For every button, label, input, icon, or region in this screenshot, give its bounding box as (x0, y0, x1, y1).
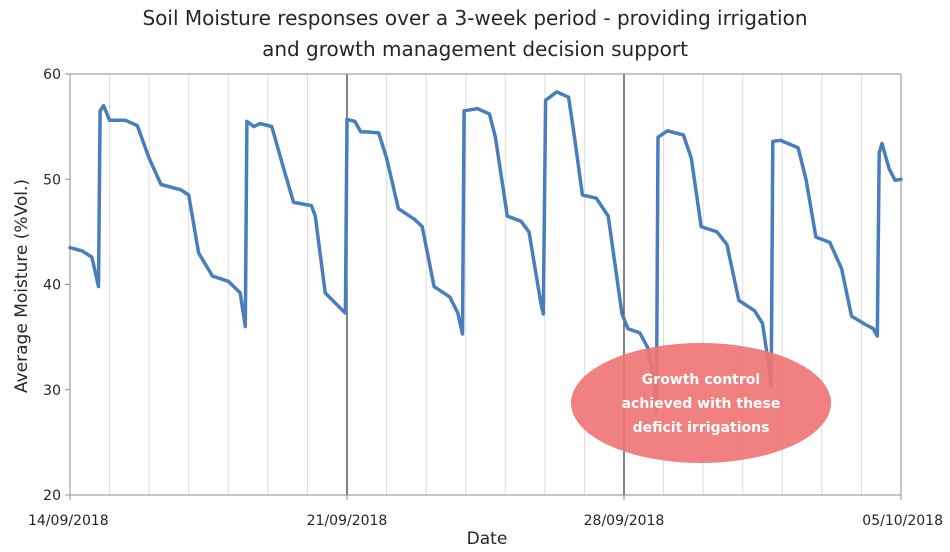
annotation-line-2: achieved with these (622, 396, 781, 412)
y-axis-label: Average Moisture (%Vol.) (12, 179, 32, 393)
x-tick-label: 14/09/2018 (28, 513, 109, 529)
x-axis-ticks: 14/09/2018 21/09/2018 28/09/2018 05/10/2018 (28, 495, 943, 529)
annotation-callout: Growth control achieved with these defic… (571, 343, 831, 463)
week-separator-lines (346, 74, 625, 495)
annotation-ellipse (571, 343, 831, 463)
annotation-line-1: Growth control (642, 372, 760, 388)
annotation-line-3: deficit irrigations (633, 420, 770, 436)
y-tick-label: 60 (43, 67, 61, 83)
y-tick-label: 30 (43, 383, 61, 399)
x-tick-label: 28/09/2018 (584, 513, 665, 529)
y-tick-label: 20 (43, 488, 61, 504)
y-tick-label: 40 (43, 278, 61, 294)
y-tick-label: 50 (43, 172, 61, 188)
x-tick-label: 21/09/2018 (307, 513, 388, 529)
chart-title-line-1: Soil Moisture responses over a 3-week pe… (142, 6, 807, 30)
chart-title-line-2: and growth management decision support (262, 37, 688, 61)
soil-moisture-series-line (68, 90, 903, 415)
x-axis-label: Date (467, 529, 508, 549)
x-tick-label: 05/10/2018 (862, 513, 943, 529)
y-axis-ticks: 20 30 40 50 60 (43, 67, 70, 504)
